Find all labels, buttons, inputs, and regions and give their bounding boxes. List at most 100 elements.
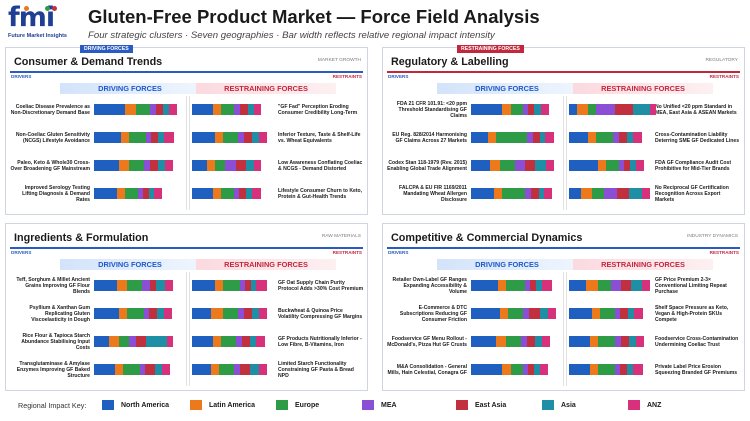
bar-segment-north-america [192,364,211,375]
bar-segment-latin-america [589,336,599,347]
bar-segment-latin-america [495,336,507,347]
bar-segment-north-america [569,336,590,347]
bar-segment-europe [221,188,234,199]
bar-segment-anz [256,280,267,291]
bar-segment-east-asia [619,308,629,319]
bar-segment-anz [650,104,657,115]
bar-segment-anz [258,364,267,375]
bar-segment-mea [237,132,244,143]
legend-swatch [190,400,202,410]
force-panel: Competitive & Commercial Dynamics INDUSTR… [382,223,745,391]
bar-segment-east-asia [528,364,535,375]
bar-segment-asia [627,132,634,143]
restraining-forces-header: RESTRAINING FORCES [573,83,713,94]
panel-title: Competitive & Commercial Dynamics [391,232,583,244]
center-divider [186,272,187,386]
bar-segment-anz [252,188,261,199]
bar-segment-north-america [471,188,494,199]
driving-force-label: Teff, Sorghum & Millet Ancient Grains Im… [16,277,90,295]
bar-segment-europe [510,104,523,115]
bar-segment-mea [143,308,150,319]
bar-segment-europe [508,308,523,319]
bar-segment-mea [614,364,620,375]
bar-segment-anz [164,160,173,171]
driving-force-label: Paleo, Keto & Whole30 Cross-Over Broaden… [10,160,90,172]
header: fmi Future Market Insights Gluten-Free P… [0,0,750,44]
bar-segment-mea [520,336,528,347]
panel-rule [10,247,363,249]
driving-force-bar [471,160,555,171]
bar-segment-east-asia [150,160,159,171]
restraining-force-bar [192,364,267,375]
bar-segment-anz [254,104,261,115]
bar-segment-latin-america [581,188,592,199]
legend-item: Europe [276,399,319,411]
bar-segment-asia [251,280,257,291]
bar-segment-anz [163,132,174,143]
bar-segment-anz [541,336,550,347]
driving-force-label: Foodservice GF Menu Rollout - McDonald's… [387,336,467,348]
panel-rule [10,71,363,73]
bar-segment-north-america [94,160,119,171]
bar-segment-europe [129,132,146,143]
driving-force-bar [94,308,172,319]
bar-segment-asia [633,104,651,115]
bar-segment-europe [214,160,226,171]
restraining-force-label: Cross-Contamination Liability Deterring … [655,132,740,144]
bar-segment-mea [233,104,240,115]
bar-segment-north-america [94,280,117,291]
restraining-force-label: Lifestyle Consumer Churn to Keto, Protei… [278,188,363,200]
legend-item: MEA [362,399,397,411]
bar-segment-north-america [471,132,488,143]
driving-force-label: M&A Consolidation - General Mills, Hain … [387,364,467,376]
bar-segment-europe [223,280,240,291]
center-divider [566,96,567,210]
bar-segment-mea [525,280,531,291]
bar-segment-latin-america [214,132,224,143]
bar-segment-asia [628,308,635,319]
bar-segment-asia [629,188,642,199]
bar-segment-asia [627,364,634,375]
bar-segment-mea [522,364,529,375]
bar-segment-north-america [569,160,599,171]
bar-segment-asia [535,160,546,171]
drivers-label: DRIVERS [388,74,409,79]
driving-force-bar [471,364,548,375]
bar-segment-mea [233,364,240,375]
bar-segment-east-asia [150,280,157,291]
bar-segment-latin-america [489,160,501,171]
legend-swatch [628,400,640,410]
bar-segment-latin-america [587,132,597,143]
restraining-force-label: Inferior Texture, Taste & Shelf-Life vs.… [278,132,361,144]
bar-segment-anz [635,160,644,171]
bar-segment-north-america [192,336,213,347]
bar-segment-east-asia [531,188,539,199]
bar-segment-anz [254,160,261,171]
bar-segment-east-asia [239,104,249,115]
driving-force-label: Transglutaminase & Amylase Enzymes Impro… [16,361,90,379]
bar-segment-europe [591,188,605,199]
bar-segment-mea [522,308,530,319]
bar-segment-anz [633,364,643,375]
bar-segment-latin-america [210,364,220,375]
bar-segment-asia [534,104,541,115]
bar-segment-north-america [94,132,122,143]
driving-force-label: Codex Stan 118-1979 (Rev. 2015) Enabling… [387,160,467,172]
bar-segment-anz [540,104,549,115]
bar-segment-anz [166,336,173,347]
driving-forces-header: DRIVING FORCES [60,259,200,270]
bar-segment-north-america [94,336,109,347]
bar-segment-anz [258,132,267,143]
bar-segment-asia [250,364,259,375]
bar-segment-north-america [94,364,115,375]
bar-segment-east-asia [529,308,540,319]
bar-segment-east-asia [525,160,536,171]
bar-segment-east-asia [245,280,252,291]
bar-segment-east-asia [624,160,631,171]
bar-segment-north-america [471,104,503,115]
bar-segment-europe [600,308,615,319]
bar-segment-latin-america [108,336,119,347]
bar-segment-north-america [471,336,496,347]
restraining-force-bar [192,280,267,291]
restraining-force-label: Private Label Price Erosion Squeezing Br… [655,364,738,376]
